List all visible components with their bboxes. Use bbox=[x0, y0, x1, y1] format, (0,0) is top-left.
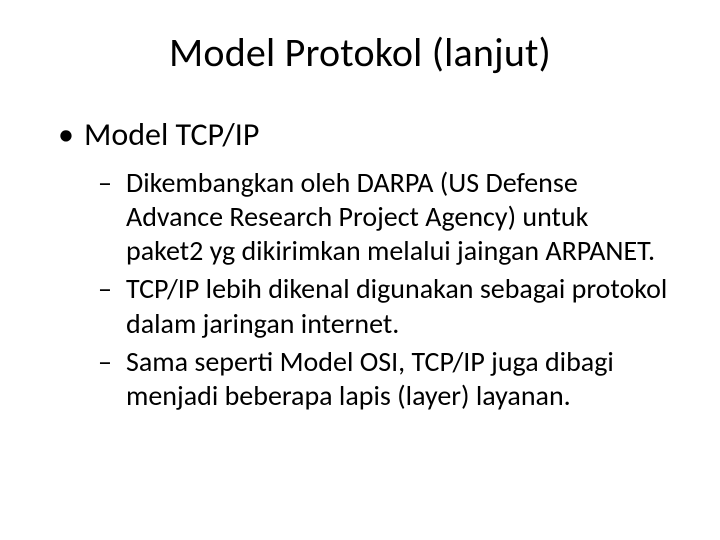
bullet-l1-text: Model TCP/IP bbox=[84, 115, 259, 154]
bullet-l2-text: TCP/IP lebih dikenal digunakan sebagai p… bbox=[126, 271, 667, 340]
slide-container: Model Protokol (lanjut) Model TCP/IP Dik… bbox=[0, 0, 720, 540]
bullet-l2-text: Sama seperti Model OSI, TCP/IP juga diba… bbox=[126, 344, 614, 413]
bullet-level-1: Model TCP/IP bbox=[58, 115, 670, 154]
bullet-level-2: Dikembangkan oleh DARPA (US Defense Adva… bbox=[98, 166, 670, 268]
bullet-level-2: Sama seperti Model OSI, TCP/IP juga diba… bbox=[98, 345, 670, 413]
slide-title: Model Protokol (lanjut) bbox=[50, 28, 670, 77]
bullet-level-2: TCP/IP lebih dikenal digunakan sebagai p… bbox=[98, 272, 670, 340]
bullet-l2-text: Dikembangkan oleh DARPA (US Defense Adva… bbox=[126, 165, 655, 268]
